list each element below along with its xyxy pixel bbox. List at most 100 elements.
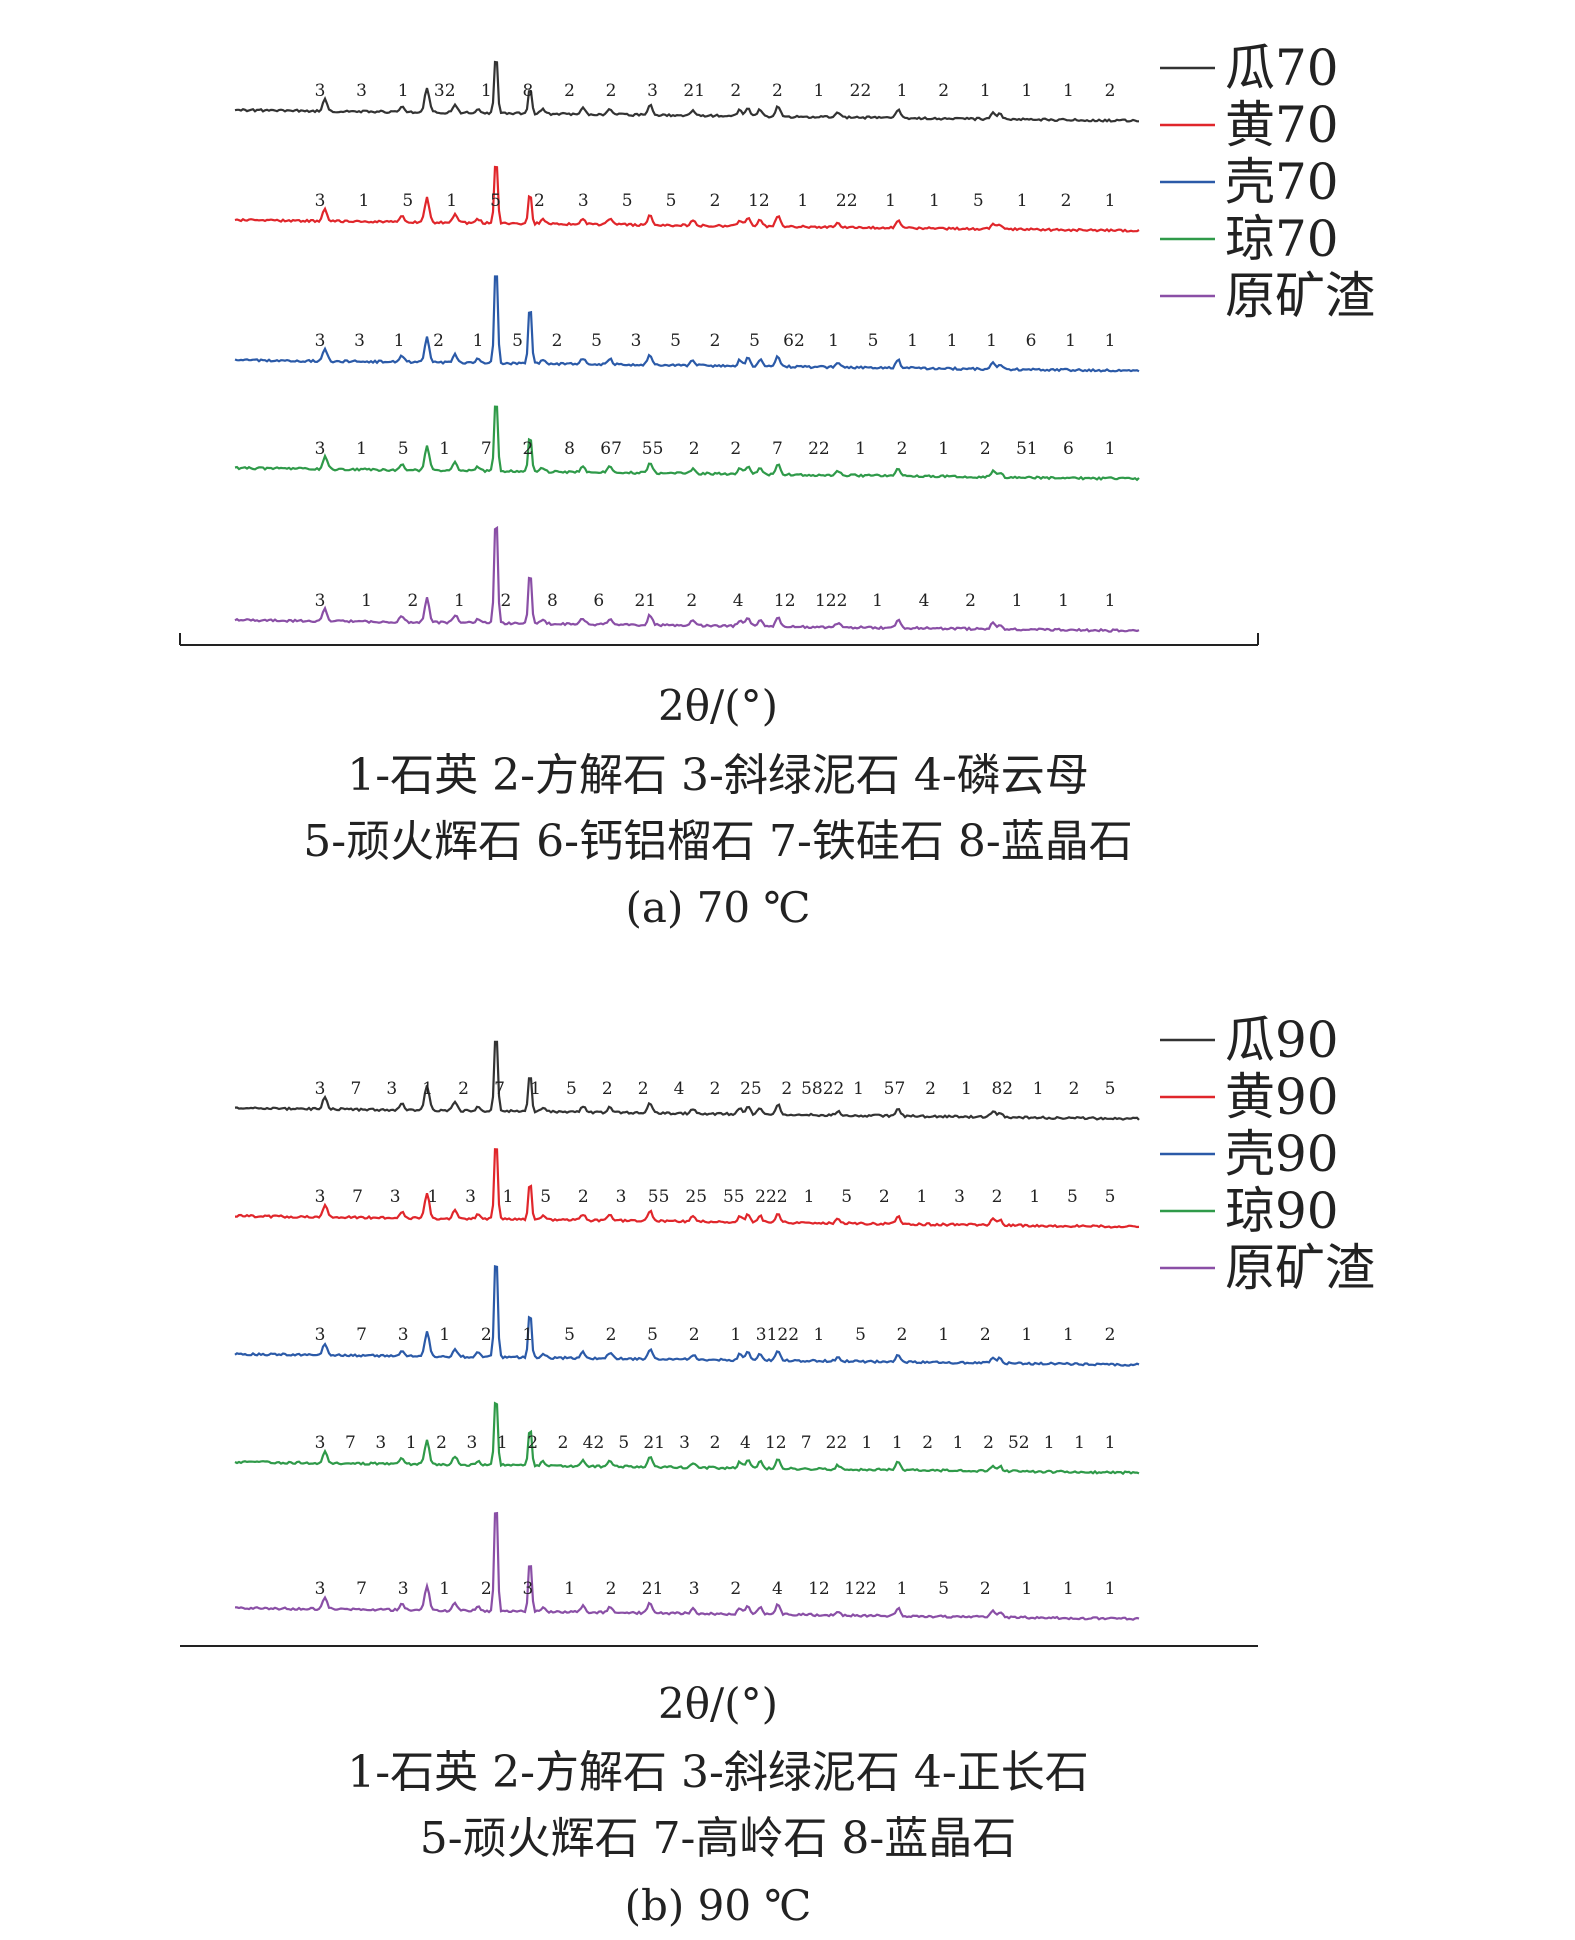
peak-label-b-2-4: 1 — [427, 1187, 438, 1207]
peak-label-a-1-2: 3 — [356, 81, 367, 101]
peak-label-b-1-22: 2 — [1069, 1079, 1080, 1099]
peak-label-b-1-21: 1 — [1033, 1079, 1044, 1099]
peak-label-a-2-14: 1 — [885, 191, 896, 211]
trace-b-2 — [235, 1148, 1140, 1229]
legend-label-b-1: 瓜90 — [1225, 1011, 1339, 1069]
peak-label-b-3-6: 1 — [522, 1325, 533, 1345]
peak-label-b-1-15: 5822 — [801, 1079, 844, 1099]
peak-label-a-5-9: 2 — [686, 591, 697, 611]
peak-label-a-1-4: 32 — [434, 81, 456, 101]
peak-label-a-1-7: 2 — [564, 81, 575, 101]
peak-label-b-4-16: 12 — [765, 1433, 787, 1453]
peak-label-a-2-3: 5 — [402, 191, 413, 211]
peak-label-b-2-21: 5 — [1067, 1187, 1078, 1207]
peak-label-a-1-9: 3 — [647, 81, 658, 101]
peak-label-a-5-17: 1 — [1058, 591, 1069, 611]
peak-label-a-1-3: 1 — [398, 81, 409, 101]
peak-label-b-2-11: 25 — [685, 1187, 707, 1207]
peak-label-a-3-13: 62 — [783, 331, 805, 351]
peak-label-b-2-3: 3 — [390, 1187, 401, 1207]
peak-label-b-1-6: 7 — [494, 1079, 505, 1099]
peak-label-a-1-15: 1 — [897, 81, 908, 101]
peak-label-a-2-17: 1 — [1017, 191, 1028, 211]
peak-label-b-4-4: 1 — [406, 1433, 417, 1453]
peak-label-b-5-20: 1 — [1105, 1579, 1116, 1599]
peak-label-b-4-17: 7 — [801, 1433, 812, 1453]
peak-label-b-4-27: 1 — [1105, 1433, 1116, 1453]
peak-label-a-1-20: 2 — [1105, 81, 1116, 101]
peak-label-a-5-16: 1 — [1012, 591, 1023, 611]
panel-a-mineral-legend-line-2: 5-顽火辉石 6-钙铝榴石 7-铁硅石 8-蓝晶石 — [303, 816, 1132, 867]
peak-label-b-5-8: 2 — [606, 1579, 617, 1599]
peak-label-a-3-7: 2 — [552, 331, 563, 351]
peak-label-b-5-16: 5 — [938, 1579, 949, 1599]
peak-label-b-2-2: 7 — [352, 1187, 363, 1207]
peak-label-a-5-2: 1 — [361, 591, 372, 611]
peak-label-a-3-19: 6 — [1026, 331, 1037, 351]
peak-label-b-2-6: 1 — [503, 1187, 514, 1207]
peak-label-b-3-8: 2 — [606, 1325, 617, 1345]
panel-b-caption: (b) 90 ℃ — [625, 1881, 812, 1930]
peak-label-a-4-12: 7 — [772, 439, 783, 459]
peak-label-b-4-15: 4 — [740, 1433, 751, 1453]
peak-label-b-4-20: 1 — [892, 1433, 903, 1453]
peak-label-a-3-4: 2 — [433, 331, 444, 351]
peak-label-a-5-7: 6 — [593, 591, 604, 611]
peak-label-a-1-18: 1 — [1021, 81, 1032, 101]
legend-label-b-2: 黄90 — [1225, 1068, 1339, 1126]
peak-label-b-2-19: 2 — [992, 1187, 1003, 1207]
peak-label-a-5-13: 1 — [872, 591, 883, 611]
peak-label-a-1-14: 22 — [850, 81, 872, 101]
peak-label-b-1-13: 25 — [740, 1079, 762, 1099]
peak-label-b-2-10: 55 — [648, 1187, 670, 1207]
peak-label-b-1-12: 2 — [710, 1079, 721, 1099]
peak-label-a-3-8: 5 — [591, 331, 602, 351]
peak-label-a-5-1: 3 — [315, 591, 326, 611]
peak-label-b-1-20: 82 — [991, 1079, 1013, 1099]
peak-label-a-2-19: 1 — [1105, 191, 1116, 211]
peak-label-a-3-6: 5 — [512, 331, 523, 351]
peak-label-a-5-15: 2 — [965, 591, 976, 611]
peak-label-b-1-19: 1 — [961, 1079, 972, 1099]
peak-label-a-3-12: 5 — [749, 331, 760, 351]
peak-label-b-5-10: 3 — [689, 1579, 700, 1599]
trace-a-1 — [234, 60, 1139, 123]
peak-label-b-5-13: 12 — [808, 1579, 830, 1599]
peak-label-a-3-3: 1 — [394, 331, 405, 351]
legend-label-a-2: 黄70 — [1225, 96, 1339, 154]
peak-label-b-1-11: 4 — [674, 1079, 685, 1099]
peak-label-a-2-8: 5 — [622, 191, 633, 211]
peak-label-b-3-5: 2 — [481, 1325, 492, 1345]
peak-label-b-1-5: 2 — [458, 1079, 469, 1099]
peak-label-b-3-7: 5 — [564, 1325, 575, 1345]
peak-label-b-5-1: 3 — [315, 1579, 326, 1599]
peak-label-b-3-20: 2 — [1105, 1325, 1116, 1345]
peak-label-a-3-10: 5 — [670, 331, 681, 351]
peak-label-a-1-5: 1 — [481, 81, 492, 101]
peak-label-a-2-15: 1 — [929, 191, 940, 211]
peak-label-b-1-23: 5 — [1105, 1079, 1116, 1099]
peak-label-a-5-5: 2 — [500, 591, 511, 611]
peak-label-a-4-6: 2 — [522, 439, 533, 459]
peak-label-a-2-18: 2 — [1061, 191, 1072, 211]
peak-label-b-3-4: 1 — [439, 1325, 450, 1345]
peak-label-a-4-9: 55 — [642, 439, 664, 459]
peak-label-b-5-15: 1 — [897, 1579, 908, 1599]
panel-a-peak-labels: 3 3 1 32 1 8 2 2 3 21 2 2 1 22 1 2 1 1 1 23 1 5 1 5 2 3 5 5 2 12 1 22 1 1… — [315, 81, 1116, 611]
panel-b-peak-labels: 3 7 3 1 2 7 1 5 2 2 4 2 25 2 5822 1 57 2 1 82 1 2 53 7 3 1 3 1 5 2 3 55… — [315, 1079, 1116, 1599]
peak-label-b-4-7: 1 — [497, 1433, 508, 1453]
peak-label-b-4-13: 3 — [679, 1433, 690, 1453]
peak-label-a-3-14: 1 — [828, 331, 839, 351]
panel-a-mineral-legend-line-1: 1-石英 2-方解石 3-斜绿泥石 4-磷云母 — [347, 750, 1088, 801]
trace-a-4 — [234, 405, 1140, 482]
peak-label-b-4-21: 2 — [922, 1433, 933, 1453]
trace-b-4 — [234, 1401, 1140, 1476]
peak-label-b-3-14: 5 — [855, 1325, 866, 1345]
peak-label-a-1-17: 1 — [980, 81, 991, 101]
peak-label-a-2-16: 5 — [973, 191, 984, 211]
peak-label-a-1-6: 8 — [522, 81, 533, 101]
peak-label-b-2-1: 3 — [315, 1187, 326, 1207]
trace-b-1 — [234, 1040, 1140, 1121]
